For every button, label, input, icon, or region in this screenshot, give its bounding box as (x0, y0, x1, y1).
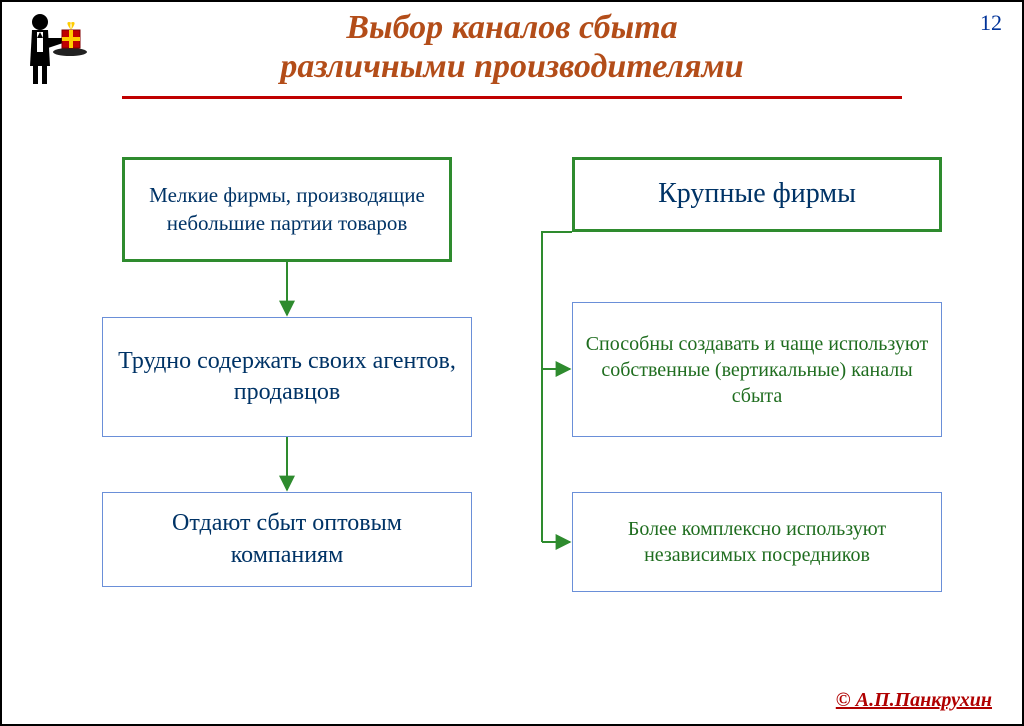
box-independent-intermediaries-label: Более комплексно используют независимых … (583, 516, 931, 568)
box-hard-to-keep-agents: Трудно содержать своих агентов, продавцо… (102, 317, 472, 437)
box-hard-to-keep-agents-label: Трудно содержать своих агентов, продавцо… (113, 346, 461, 408)
title-line-1: Выбор каналов сбыта (346, 9, 677, 46)
title-line-2: различными производителями (280, 48, 743, 85)
box-small-firms: Мелкие фирмы, производящие небольшие пар… (122, 157, 452, 262)
box-independent-intermediaries: Более комплексно используют независимых … (572, 492, 942, 592)
author-footer: © А.П.Панкрухин (836, 689, 992, 712)
slide-frame: 12 Выбор каналов сбыта различными произв… (0, 0, 1024, 726)
box-own-channels-label: Способны создавать и чаще используют соб… (583, 331, 931, 409)
box-small-firms-label: Мелкие фирмы, производящие небольшие пар… (135, 182, 439, 237)
box-large-firms: Крупные фирмы (572, 157, 942, 232)
box-own-channels: Способны создавать и чаще используют соб… (572, 302, 942, 437)
box-give-to-wholesale-label: Отдают сбыт оптовым компаниям (113, 508, 461, 570)
title-underline (122, 96, 902, 99)
box-large-firms-label: Крупные фирмы (658, 176, 856, 212)
box-give-to-wholesale: Отдают сбыт оптовым компаниям (102, 492, 472, 587)
slide-title: Выбор каналов сбыта различными производи… (2, 8, 1022, 86)
